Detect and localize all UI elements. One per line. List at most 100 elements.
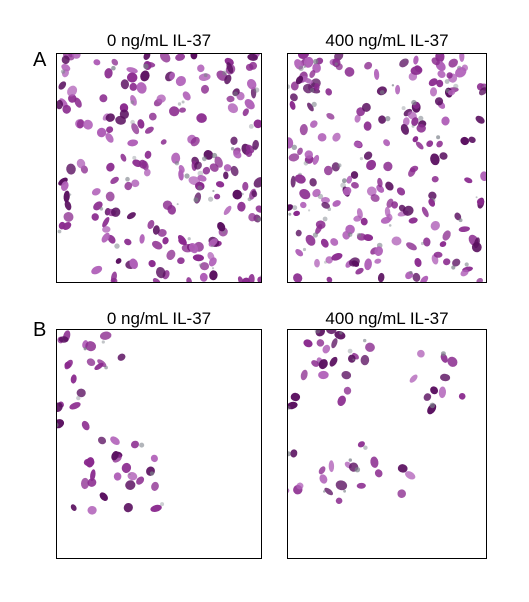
- debris-speck: [343, 489, 346, 493]
- stained-cell: [151, 240, 163, 250]
- stained-cell: [69, 402, 81, 410]
- stained-cell: [446, 72, 453, 79]
- stained-cell: [255, 205, 261, 213]
- stained-cell: [230, 136, 238, 145]
- stained-cell: [406, 242, 417, 251]
- stained-cell: [96, 127, 107, 138]
- stained-cell: [226, 62, 234, 74]
- stained-cell: [106, 162, 115, 172]
- stained-cell: [288, 137, 294, 149]
- stained-cell: [307, 102, 314, 112]
- stained-cell: [99, 492, 108, 501]
- stained-cell: [317, 133, 327, 142]
- stained-cell: [237, 201, 246, 212]
- stained-cell: [199, 262, 210, 271]
- stained-cell: [97, 436, 107, 445]
- debris-speck: [311, 101, 317, 107]
- stained-cell: [383, 161, 393, 172]
- stained-cell: [72, 54, 81, 59]
- stained-cell: [441, 116, 450, 126]
- panel-a-right-title: 400 ng/mL IL-37: [325, 31, 449, 50]
- debris-speck: [57, 229, 62, 234]
- stained-cell: [111, 58, 119, 66]
- debris-speck: [411, 99, 417, 106]
- stained-cell: [423, 393, 432, 401]
- stained-cell: [129, 258, 139, 269]
- stained-cell: [346, 175, 353, 184]
- debris-speck: [211, 267, 215, 270]
- stained-cell: [320, 238, 329, 248]
- stained-cell: [190, 136, 200, 147]
- stained-cell: [81, 420, 90, 431]
- stained-cell: [454, 212, 462, 221]
- stained-cell: [409, 165, 419, 173]
- stained-cell: [200, 84, 210, 94]
- stained-cell: [248, 213, 257, 222]
- stained-cell: [429, 87, 438, 97]
- stained-cell: [90, 469, 96, 482]
- debris-speck: [76, 395, 81, 401]
- stained-cell: [315, 330, 325, 337]
- stained-cell: [303, 56, 314, 68]
- debris-speck: [291, 144, 297, 150]
- stained-cell: [130, 440, 140, 449]
- stained-cell: [458, 393, 466, 400]
- stained-cell: [480, 171, 486, 181]
- stained-cell: [64, 200, 72, 211]
- stained-cell: [115, 258, 122, 264]
- stained-cell: [329, 356, 338, 367]
- stained-cell: [150, 504, 162, 513]
- debris-speck: [363, 445, 368, 450]
- stained-cell: [76, 119, 85, 129]
- micrograph-a-treated-svg: [288, 54, 486, 282]
- debris-speck: [60, 69, 66, 74]
- debris-speck: [420, 241, 425, 246]
- debris-speck: [212, 189, 215, 193]
- stained-cell: [312, 154, 320, 165]
- stained-cell: [121, 462, 132, 473]
- debris-speck: [314, 330, 321, 334]
- stained-cell: [111, 271, 117, 282]
- stained-cell: [324, 487, 334, 496]
- stained-cell: [377, 177, 383, 188]
- stained-cell: [423, 237, 431, 247]
- stained-cell: [198, 73, 211, 81]
- debris-speck: [139, 442, 145, 448]
- stained-cell: [383, 139, 391, 147]
- stained-cell: [251, 190, 258, 198]
- stained-cell: [190, 54, 198, 60]
- stained-cell: [105, 133, 114, 143]
- stained-cell: [395, 84, 401, 95]
- debris-speck: [132, 155, 137, 160]
- stained-cell: [293, 273, 303, 282]
- stained-cell: [385, 181, 394, 191]
- debris-speck: [475, 196, 478, 199]
- stained-cell: [294, 174, 306, 184]
- panel-a-left-title: 0 ng/mL IL-37: [106, 31, 212, 50]
- stained-cell: [214, 193, 221, 200]
- stained-cell: [288, 204, 294, 211]
- stained-cell: [202, 166, 211, 175]
- stained-cell: [335, 480, 348, 491]
- stained-cell: [288, 153, 300, 162]
- stained-cell: [314, 258, 320, 268]
- debris-speck: [248, 124, 254, 129]
- debris-speck: [327, 207, 332, 211]
- stained-cell: [330, 238, 339, 246]
- stained-cell: [226, 95, 235, 103]
- stained-cell: [299, 124, 308, 136]
- stained-cell: [293, 210, 300, 217]
- debris-speck: [128, 473, 131, 476]
- stained-cell: [136, 82, 147, 94]
- debris-speck: [379, 90, 385, 95]
- stained-cell: [257, 276, 261, 282]
- debris-speck: [324, 260, 327, 264]
- debris-speck: [69, 193, 72, 196]
- stained-cell: [111, 207, 121, 217]
- stained-cell: [433, 251, 443, 258]
- stained-cell: [396, 187, 406, 196]
- stained-cell: [443, 258, 451, 266]
- stained-cell: [199, 272, 208, 282]
- stained-cell: [315, 220, 326, 229]
